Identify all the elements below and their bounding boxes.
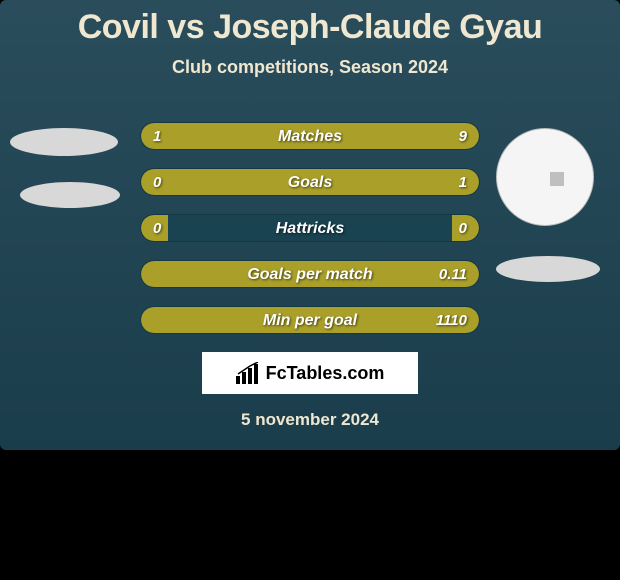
missing-image-icon	[550, 172, 564, 186]
page-title: Covil vs Joseph-Claude Gyau	[0, 8, 620, 47]
stat-row: 0Goals1	[140, 168, 480, 196]
stat-row: Goals per match0.11	[140, 260, 480, 288]
fctables-logo-icon	[236, 362, 260, 384]
avatar-placeholder-shape	[10, 128, 118, 156]
stat-value-right: 1110	[436, 307, 467, 334]
stat-label: Goals per match	[141, 261, 479, 288]
stat-value-right: 0.11	[439, 261, 467, 288]
stat-label: Matches	[141, 123, 479, 150]
stat-row: 0Hattricks0	[140, 214, 480, 242]
avatar-placeholder-circle	[496, 128, 594, 226]
stat-value-right: 1	[459, 169, 467, 196]
player-right-avatar	[496, 128, 600, 282]
comparison-card: Covil vs Joseph-Claude Gyau Club competi…	[0, 0, 620, 450]
stat-value-right: 9	[459, 123, 467, 150]
subtitle: Club competitions, Season 2024	[0, 57, 620, 78]
avatar-placeholder-shape	[496, 256, 600, 282]
date-label: 5 november 2024	[0, 410, 620, 430]
stat-value-right: 0	[459, 215, 467, 242]
player-left-avatar	[10, 128, 120, 208]
stats-area: 1Matches90Goals10Hattricks0Goals per mat…	[0, 122, 620, 334]
stat-row: 1Matches9	[140, 122, 480, 150]
stat-rows: 1Matches90Goals10Hattricks0Goals per mat…	[140, 122, 480, 334]
branding-badge: FcTables.com	[202, 352, 418, 394]
stat-label: Hattricks	[141, 215, 479, 242]
branding-text: FcTables.com	[266, 363, 385, 384]
avatar-placeholder-shape	[20, 182, 120, 208]
stat-label: Goals	[141, 169, 479, 196]
stat-row: Min per goal1110	[140, 306, 480, 334]
stat-label: Min per goal	[141, 307, 479, 334]
